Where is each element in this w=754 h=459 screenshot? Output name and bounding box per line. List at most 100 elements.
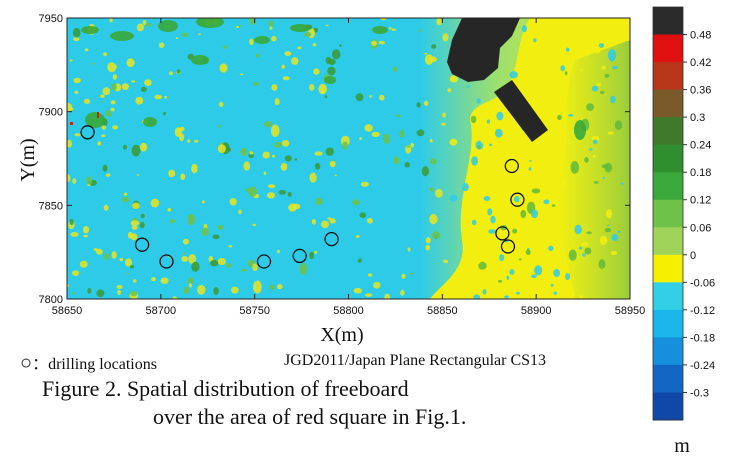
speckle [514, 196, 520, 203]
y-tick-label: 7800 [39, 294, 63, 306]
colorbar-segment [653, 282, 683, 311]
speckle [312, 43, 317, 47]
speckle [610, 55, 614, 59]
colorbar-unit: m [674, 435, 690, 457]
speckle [442, 112, 446, 118]
x-tick-label: 58950 [615, 305, 646, 317]
y-tick-label: 7850 [39, 200, 63, 212]
speckle [218, 124, 221, 128]
speckle [249, 38, 254, 45]
axes: 58650 58700 58750 58800 58850 58900 58950 7800 7… [39, 13, 646, 317]
green-floe [254, 36, 270, 44]
speckle [271, 35, 277, 42]
green-floe [324, 76, 336, 84]
speckle [568, 249, 577, 261]
speckle [87, 184, 91, 187]
speckle [253, 280, 262, 294]
speckle [490, 215, 496, 224]
speckle [550, 283, 554, 287]
speckle [488, 229, 497, 234]
speckle [596, 83, 602, 87]
speckle [607, 49, 617, 62]
speckle [626, 35, 630, 41]
speckle [366, 218, 373, 224]
speckle [478, 261, 487, 270]
speckle [431, 231, 441, 239]
speckle [531, 274, 537, 279]
speckle [139, 221, 145, 229]
speckle [136, 174, 140, 176]
speckle [533, 38, 537, 43]
speckle [591, 85, 599, 92]
colorbar-segment [653, 34, 683, 63]
speckle [102, 87, 111, 96]
speckle [117, 289, 121, 296]
speckle [151, 277, 156, 282]
drilling-marker-symbol: ○ [20, 352, 33, 374]
green-floe [110, 31, 134, 41]
speckle [231, 286, 239, 294]
speckle [365, 293, 373, 297]
colorbar-tick-label: -0.18 [690, 332, 715, 344]
speckle [548, 245, 554, 251]
speckle [560, 65, 565, 72]
speckle [191, 163, 198, 174]
speckle [240, 268, 247, 272]
green-floe [574, 120, 586, 140]
speckle [334, 174, 338, 177]
speckle [364, 124, 373, 132]
speckle [431, 44, 437, 49]
x-tick-label: 58750 [239, 305, 270, 317]
speckle [360, 181, 369, 187]
drilling-location-marker [510, 192, 525, 207]
speckle [110, 100, 116, 105]
speckle [607, 131, 614, 135]
x-tick-label: 58800 [333, 305, 364, 317]
speckle [384, 293, 391, 299]
speckle [194, 139, 199, 143]
speckle [570, 161, 580, 174]
speckle [240, 73, 244, 76]
speckle [163, 111, 166, 116]
speckle [496, 190, 501, 194]
speckle [73, 37, 80, 42]
speckle [400, 289, 405, 296]
speckle [391, 28, 397, 31]
speckle [541, 76, 545, 81]
speckle [175, 37, 179, 40]
speckle [504, 295, 510, 299]
speckle [107, 62, 117, 73]
speckle [227, 147, 231, 152]
speckle [74, 90, 79, 95]
speckle [252, 223, 256, 227]
speckle-pattern [67, 18, 630, 299]
speckle [483, 196, 491, 201]
speckle [69, 218, 74, 226]
speckle [506, 275, 510, 280]
speckle [584, 157, 589, 163]
speckle [172, 296, 177, 299]
speckle [278, 190, 287, 195]
speckle [579, 295, 584, 299]
colorbar-tick-label: 0.42 [690, 57, 711, 69]
speckle [486, 119, 490, 124]
speckle [284, 155, 292, 162]
speckle [471, 156, 478, 166]
speckle [176, 69, 181, 74]
speckle [512, 228, 518, 234]
speckle [580, 69, 583, 71]
speckle [447, 88, 452, 93]
speckle [580, 241, 589, 247]
speckle [229, 198, 237, 206]
speckle [359, 137, 362, 141]
speckle [428, 56, 438, 63]
speckle [119, 257, 124, 262]
speckle [565, 273, 571, 280]
speckle [124, 258, 133, 267]
speckle [516, 291, 520, 295]
speckle [280, 163, 288, 171]
speckle [168, 169, 176, 178]
speckle [314, 151, 323, 156]
